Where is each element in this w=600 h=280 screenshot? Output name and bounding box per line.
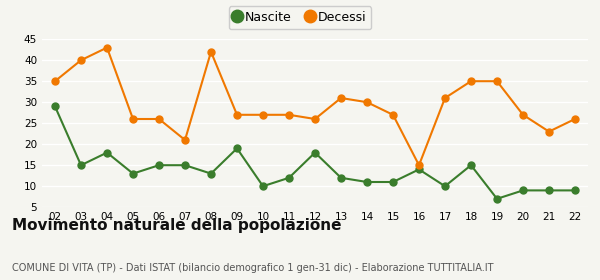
Nascite xyxy=(364,180,371,184)
Decessi xyxy=(103,46,110,49)
Decessi xyxy=(520,113,527,116)
Nascite xyxy=(77,164,85,167)
Decessi xyxy=(259,113,266,116)
Text: Movimento naturale della popolazione: Movimento naturale della popolazione xyxy=(12,218,341,234)
Nascite xyxy=(286,176,293,179)
Line: Nascite: Nascite xyxy=(52,103,578,202)
Decessi xyxy=(208,50,215,53)
Decessi xyxy=(442,96,449,100)
Decessi xyxy=(493,80,500,83)
Nascite xyxy=(259,185,266,188)
Nascite xyxy=(415,168,422,171)
Line: Decessi: Decessi xyxy=(52,44,578,169)
Nascite xyxy=(155,164,163,167)
Decessi xyxy=(130,117,137,121)
Nascite xyxy=(389,180,397,184)
Nascite xyxy=(208,172,215,175)
Decessi xyxy=(311,117,319,121)
Decessi xyxy=(337,96,344,100)
Decessi xyxy=(181,138,188,142)
Legend: Nascite, Decessi: Nascite, Decessi xyxy=(229,6,371,29)
Decessi xyxy=(233,113,241,116)
Nascite xyxy=(311,151,319,154)
Nascite xyxy=(103,151,110,154)
Nascite xyxy=(493,197,500,200)
Nascite xyxy=(467,164,475,167)
Decessi xyxy=(77,59,85,62)
Nascite xyxy=(130,172,137,175)
Nascite xyxy=(545,189,553,192)
Decessi xyxy=(155,117,163,121)
Decessi xyxy=(286,113,293,116)
Decessi xyxy=(545,130,553,133)
Decessi xyxy=(467,80,475,83)
Nascite xyxy=(520,189,527,192)
Text: COMUNE DI VITA (TP) - Dati ISTAT (bilancio demografico 1 gen-31 dic) - Elaborazi: COMUNE DI VITA (TP) - Dati ISTAT (bilanc… xyxy=(12,263,493,273)
Decessi xyxy=(52,80,59,83)
Decessi xyxy=(389,113,397,116)
Nascite xyxy=(571,189,578,192)
Nascite xyxy=(52,105,59,108)
Decessi xyxy=(415,164,422,167)
Nascite xyxy=(233,147,241,150)
Nascite xyxy=(442,185,449,188)
Nascite xyxy=(337,176,344,179)
Nascite xyxy=(181,164,188,167)
Decessi xyxy=(571,117,578,121)
Decessi xyxy=(364,101,371,104)
